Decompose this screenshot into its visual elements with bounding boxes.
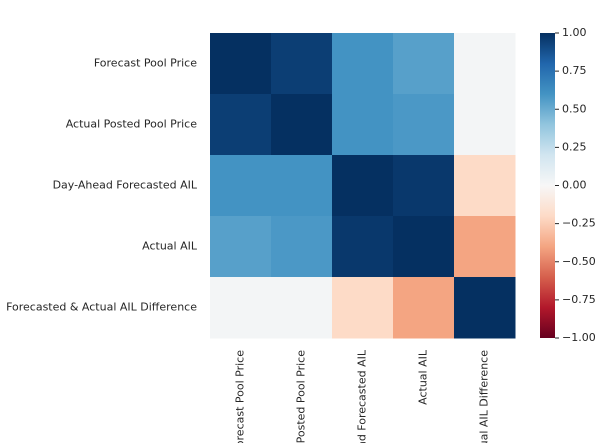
heatmap-cell [271, 277, 333, 339]
heatmap-cell [393, 277, 455, 339]
row-label: Forecast Pool Price [94, 57, 197, 70]
heatmap-cell [454, 94, 516, 156]
heatmap-cell [271, 155, 333, 217]
colorbar-tick-label: 0.25 [562, 140, 587, 153]
colorbar-tick-label: −1.00 [562, 331, 596, 344]
colorbar-tick-label: −0.50 [562, 255, 596, 268]
colorbar-tick-label: 1.00 [562, 26, 587, 39]
colorbar [540, 33, 555, 338]
row-label: Actual Posted Pool Price [66, 118, 198, 131]
colorbar-tick-label: 0.00 [562, 179, 587, 192]
heatmap-cell [393, 216, 455, 278]
heatmap-cell [210, 277, 272, 339]
row-label: Day-Ahead Forecasted AIL [53, 179, 198, 192]
column-label: Actual AIL [417, 349, 430, 405]
heatmap-cell [393, 33, 455, 95]
colorbar-tick-label: 0.50 [562, 102, 587, 115]
column-label: Day-Ahead Forecasted AIL [356, 349, 369, 443]
heatmap-cell [271, 216, 333, 278]
heatmap-cell [393, 94, 455, 156]
row-label: Actual AIL [142, 240, 198, 253]
heatmap-cell [332, 277, 394, 339]
heatmap-cell [332, 94, 394, 156]
heatmap-cell [393, 155, 455, 217]
heatmap-cell [454, 33, 516, 95]
heatmap-cell [210, 33, 272, 95]
heatmap-cell [332, 155, 394, 217]
colorbar-tick-label: 0.75 [562, 64, 587, 77]
heatmap-cell [271, 94, 333, 156]
heatmap-cell [210, 94, 272, 156]
colorbar-tick-label: −0.75 [562, 293, 596, 306]
heatmap-cell [332, 216, 394, 278]
heatmap-cell [454, 277, 516, 339]
column-label: Forecasted & Actual AIL Difference [478, 350, 491, 443]
heatmap-cell [210, 216, 272, 278]
colorbar-tick-label: −0.25 [562, 217, 596, 230]
heatmap-cell [271, 33, 333, 95]
heatmap-cell [332, 33, 394, 95]
heatmap-cell [454, 155, 516, 217]
column-label: Actual Posted Pool Price [295, 350, 308, 443]
row-label: Forecasted & Actual AIL Difference [6, 301, 197, 314]
heatmap-cell [210, 155, 272, 217]
heatmap-cell [454, 216, 516, 278]
column-label: Forecast Pool Price [234, 350, 247, 443]
